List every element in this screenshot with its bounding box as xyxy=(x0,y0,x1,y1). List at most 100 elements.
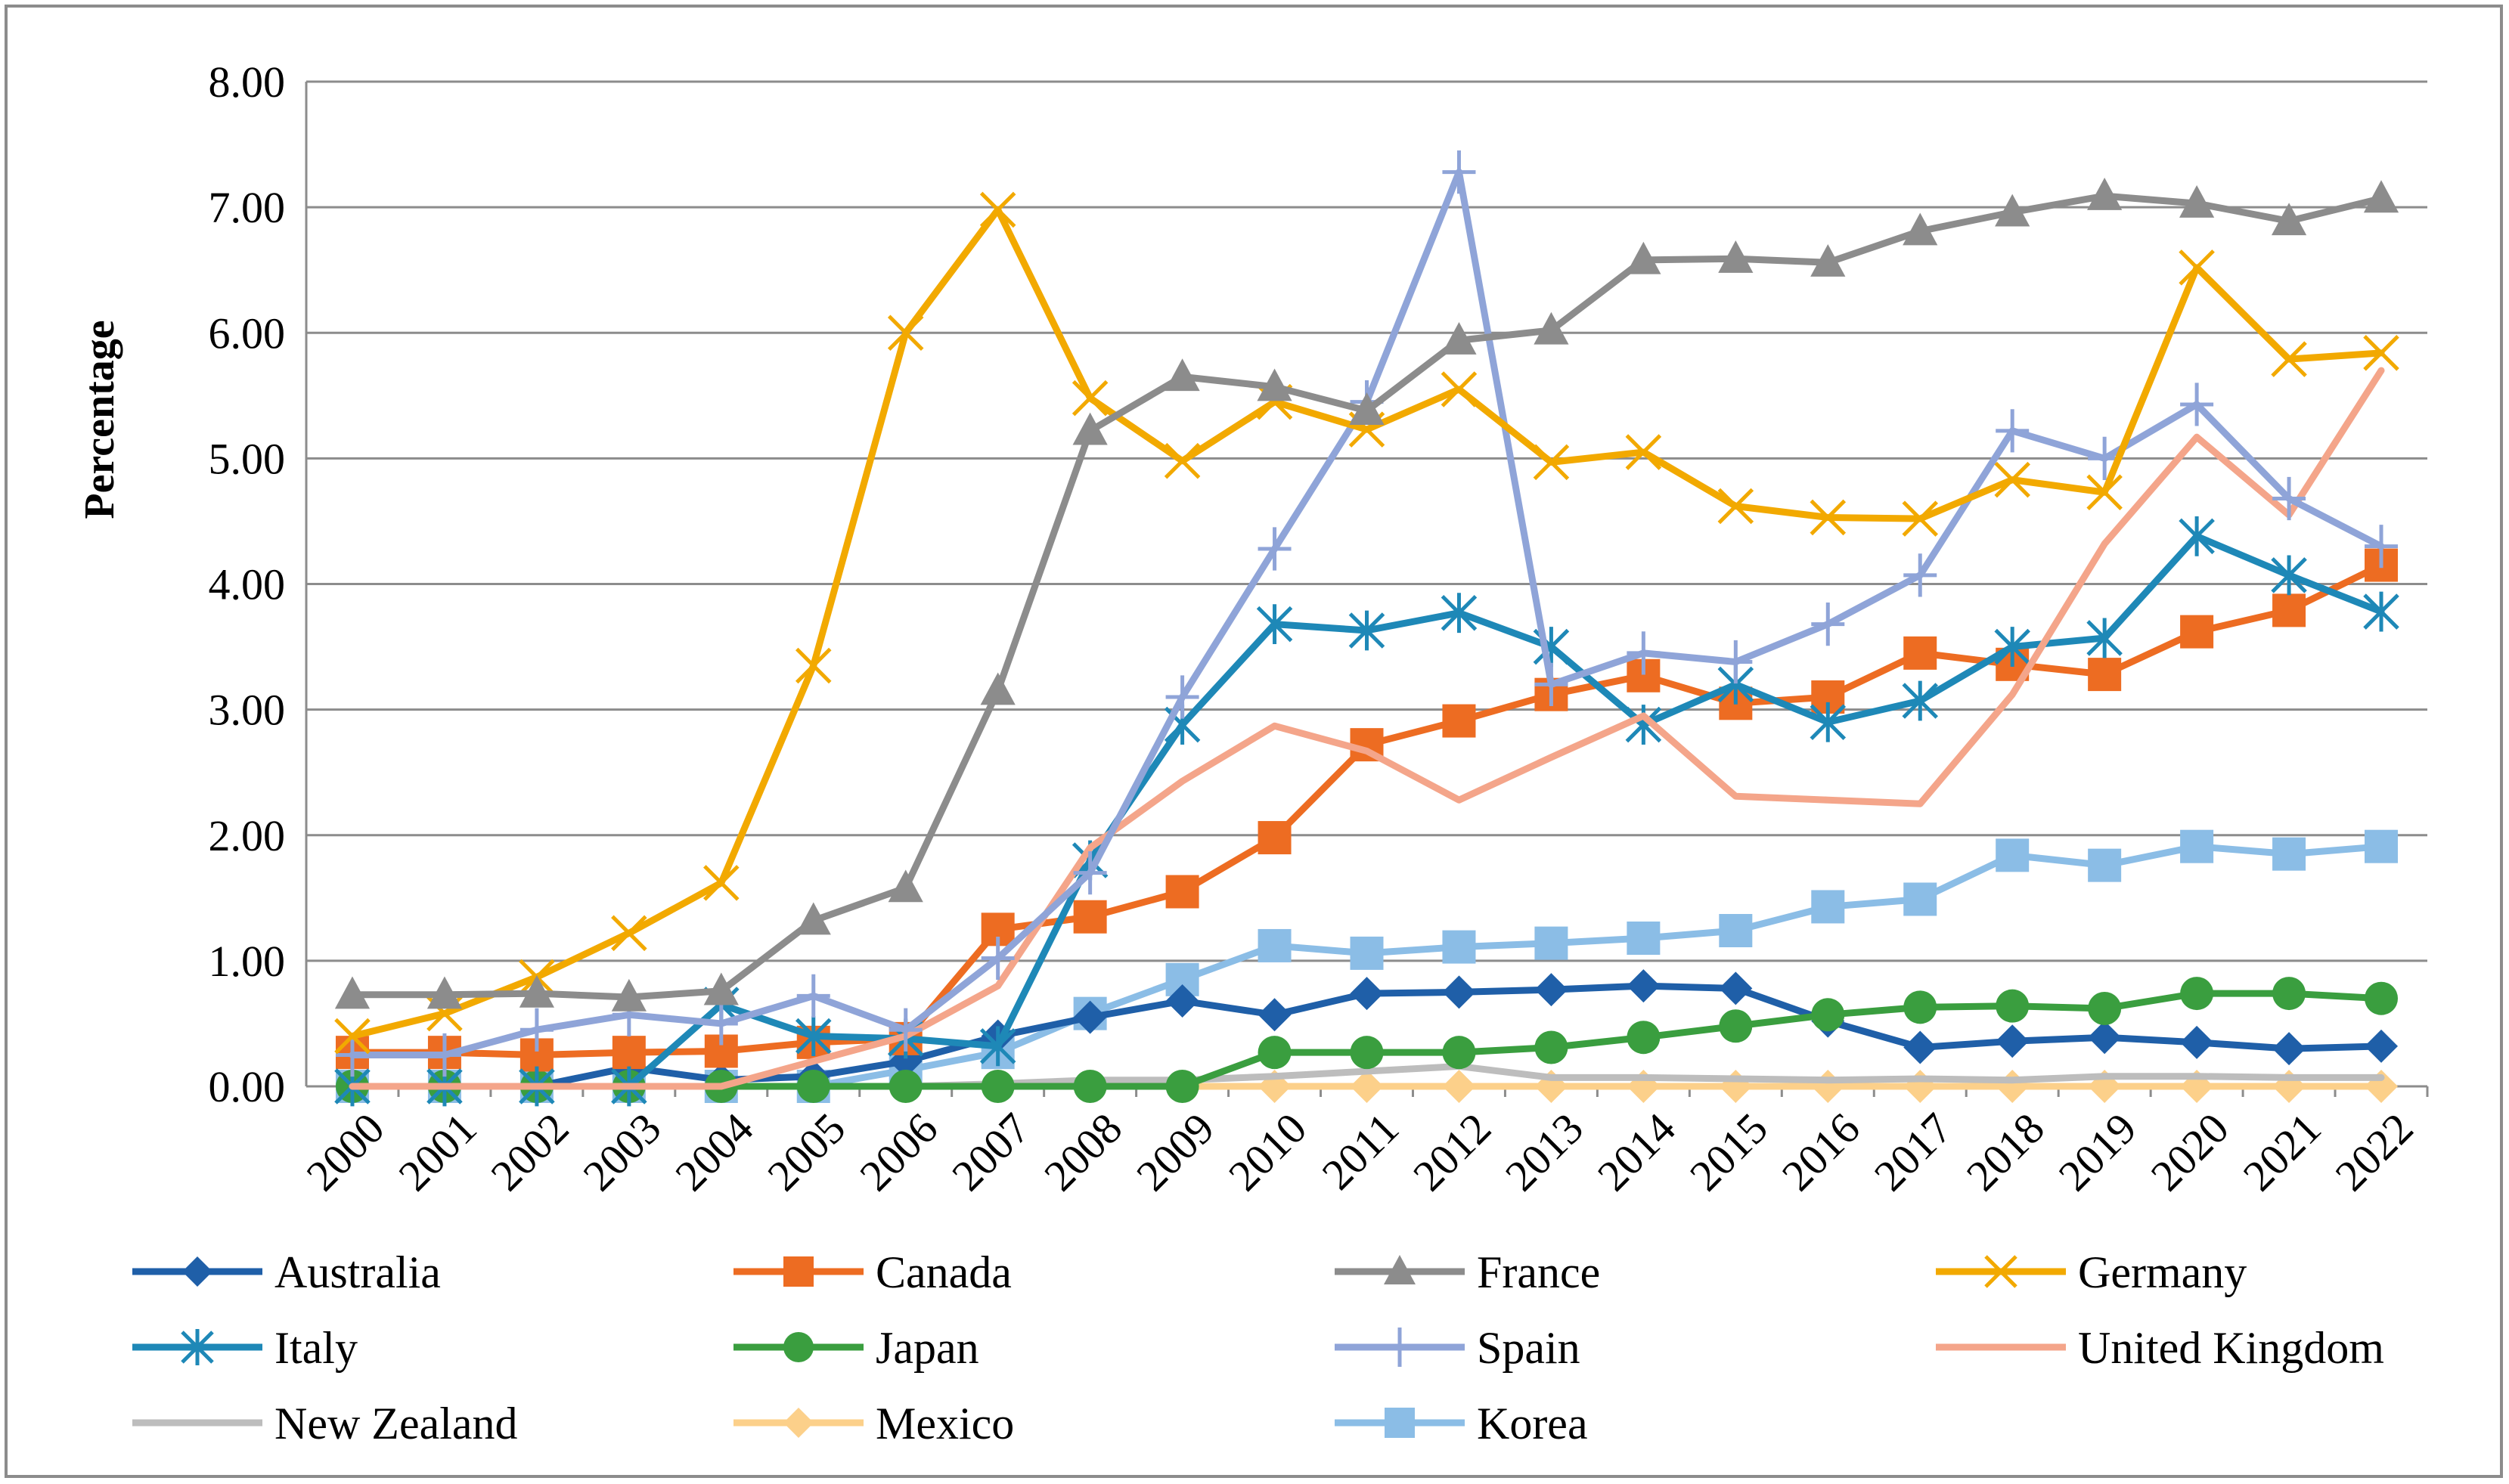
point-spain xyxy=(519,1008,554,1052)
point-france xyxy=(1257,368,1292,401)
point-spain xyxy=(981,936,1015,981)
point-japan xyxy=(1534,1030,1568,1064)
point-france xyxy=(519,974,554,1008)
point-japan xyxy=(1442,1036,1476,1070)
series-france xyxy=(334,177,2399,1012)
point-italy xyxy=(1902,680,1939,721)
point-germany xyxy=(611,915,647,952)
legend-item-united-kingdom: United Kingdom xyxy=(1936,1323,2384,1373)
point-germany xyxy=(703,865,740,901)
point-canada xyxy=(1442,704,1476,738)
point-canada xyxy=(2088,658,2122,692)
point-australia xyxy=(2088,1021,2122,1055)
point-spain xyxy=(2365,525,2399,569)
point-japan xyxy=(1719,1009,1753,1043)
point-italy xyxy=(1256,604,1293,645)
point-germany xyxy=(2363,335,2399,371)
point-france xyxy=(1995,194,2030,227)
point-france xyxy=(1072,412,1108,445)
y-tick-label: 7.00 xyxy=(209,183,286,232)
point-italy xyxy=(979,1026,1016,1067)
point-italy xyxy=(2179,516,2215,556)
legend-marker xyxy=(783,1408,814,1438)
point-australia xyxy=(1903,1030,1937,1064)
point-canada xyxy=(1903,636,1937,670)
point-australia xyxy=(1534,973,1568,1007)
y-axis-ticks: 0.00 1.00 2.00 3.00 4.00 5.00 6.00 7.00 8.00 xyxy=(209,57,286,1111)
point-australia xyxy=(1442,975,1476,1009)
y-tick-label: 2.00 xyxy=(209,811,286,860)
point-australia xyxy=(1627,969,1661,1003)
point-france xyxy=(888,869,923,903)
point-france xyxy=(2087,177,2123,210)
legend-item-germany: Germany xyxy=(1936,1247,2247,1297)
legend-label: United Kingdom xyxy=(2078,1323,2384,1373)
legend: Australia Canada France Germany Italy Japan Sp… xyxy=(132,1247,2384,1448)
legend-marker xyxy=(1984,1255,2017,1288)
legend-marker xyxy=(783,1256,814,1287)
point-germany xyxy=(1072,380,1109,417)
point-australia xyxy=(1719,971,1753,1005)
point-italy xyxy=(2363,591,2399,632)
point-germany xyxy=(1902,500,1939,537)
point-korea xyxy=(2180,829,2214,863)
legend-label: Italy xyxy=(274,1323,358,1373)
point-france xyxy=(1626,241,1661,274)
legend-item-italy: Italy xyxy=(132,1323,358,1373)
point-spain xyxy=(427,1033,461,1077)
legend-label: Canada xyxy=(876,1247,1012,1297)
y-tick-label: 0.00 xyxy=(209,1062,286,1111)
point-japan xyxy=(796,1070,830,1103)
point-canada xyxy=(1165,875,1199,909)
point-japan xyxy=(1073,1070,1107,1103)
point-australia xyxy=(1350,977,1384,1011)
point-italy xyxy=(2086,618,2123,658)
legend-marker xyxy=(783,1332,814,1362)
point-france xyxy=(703,972,739,1005)
point-spain xyxy=(1534,662,1568,706)
point-germany xyxy=(1164,442,1201,479)
point-germany xyxy=(979,191,1016,228)
point-germany xyxy=(887,314,924,352)
point-germany xyxy=(1717,488,1754,525)
point-korea xyxy=(1719,914,1753,948)
point-canada xyxy=(1073,900,1107,934)
point-korea xyxy=(2365,829,2399,863)
point-italy xyxy=(795,1016,832,1056)
point-canada xyxy=(1258,821,1292,855)
legend-marker xyxy=(1385,1408,1415,1438)
point-japan xyxy=(2272,977,2306,1011)
series-line-united-kingdom xyxy=(349,367,2385,1090)
point-germany xyxy=(1625,434,1662,470)
point-germany xyxy=(2086,474,2123,510)
point-korea xyxy=(1996,838,2030,872)
point-korea xyxy=(1903,882,1937,916)
legend-item-new-zealand: New Zealand xyxy=(132,1399,518,1448)
point-korea xyxy=(2272,837,2306,871)
point-spain xyxy=(1258,527,1292,571)
point-spain xyxy=(2180,383,2214,426)
point-japan xyxy=(1903,990,1937,1024)
legend-marker xyxy=(181,1329,214,1365)
point-germany xyxy=(1441,371,1478,407)
point-france xyxy=(1718,240,1754,273)
point-korea xyxy=(1442,930,1476,964)
point-canada xyxy=(612,1036,646,1070)
point-spain xyxy=(1719,640,1753,684)
y-tick-label: 6.00 xyxy=(209,308,286,358)
point-france xyxy=(1534,311,1569,345)
y-tick-label: 8.00 xyxy=(209,57,286,107)
point-france xyxy=(611,978,647,1012)
point-spain xyxy=(796,974,830,1018)
point-canada xyxy=(2272,593,2306,627)
point-italy xyxy=(1810,702,1847,742)
point-france xyxy=(2271,203,2307,236)
legend-label: Germany xyxy=(2078,1247,2247,1297)
legend-marker xyxy=(1384,1255,1416,1284)
point-spain xyxy=(2272,476,2306,521)
legend-item-korea: Korea xyxy=(1335,1399,1588,1448)
point-japan xyxy=(981,1070,1015,1103)
point-japan xyxy=(2180,977,2214,1011)
legend-label: Japan xyxy=(876,1323,979,1373)
